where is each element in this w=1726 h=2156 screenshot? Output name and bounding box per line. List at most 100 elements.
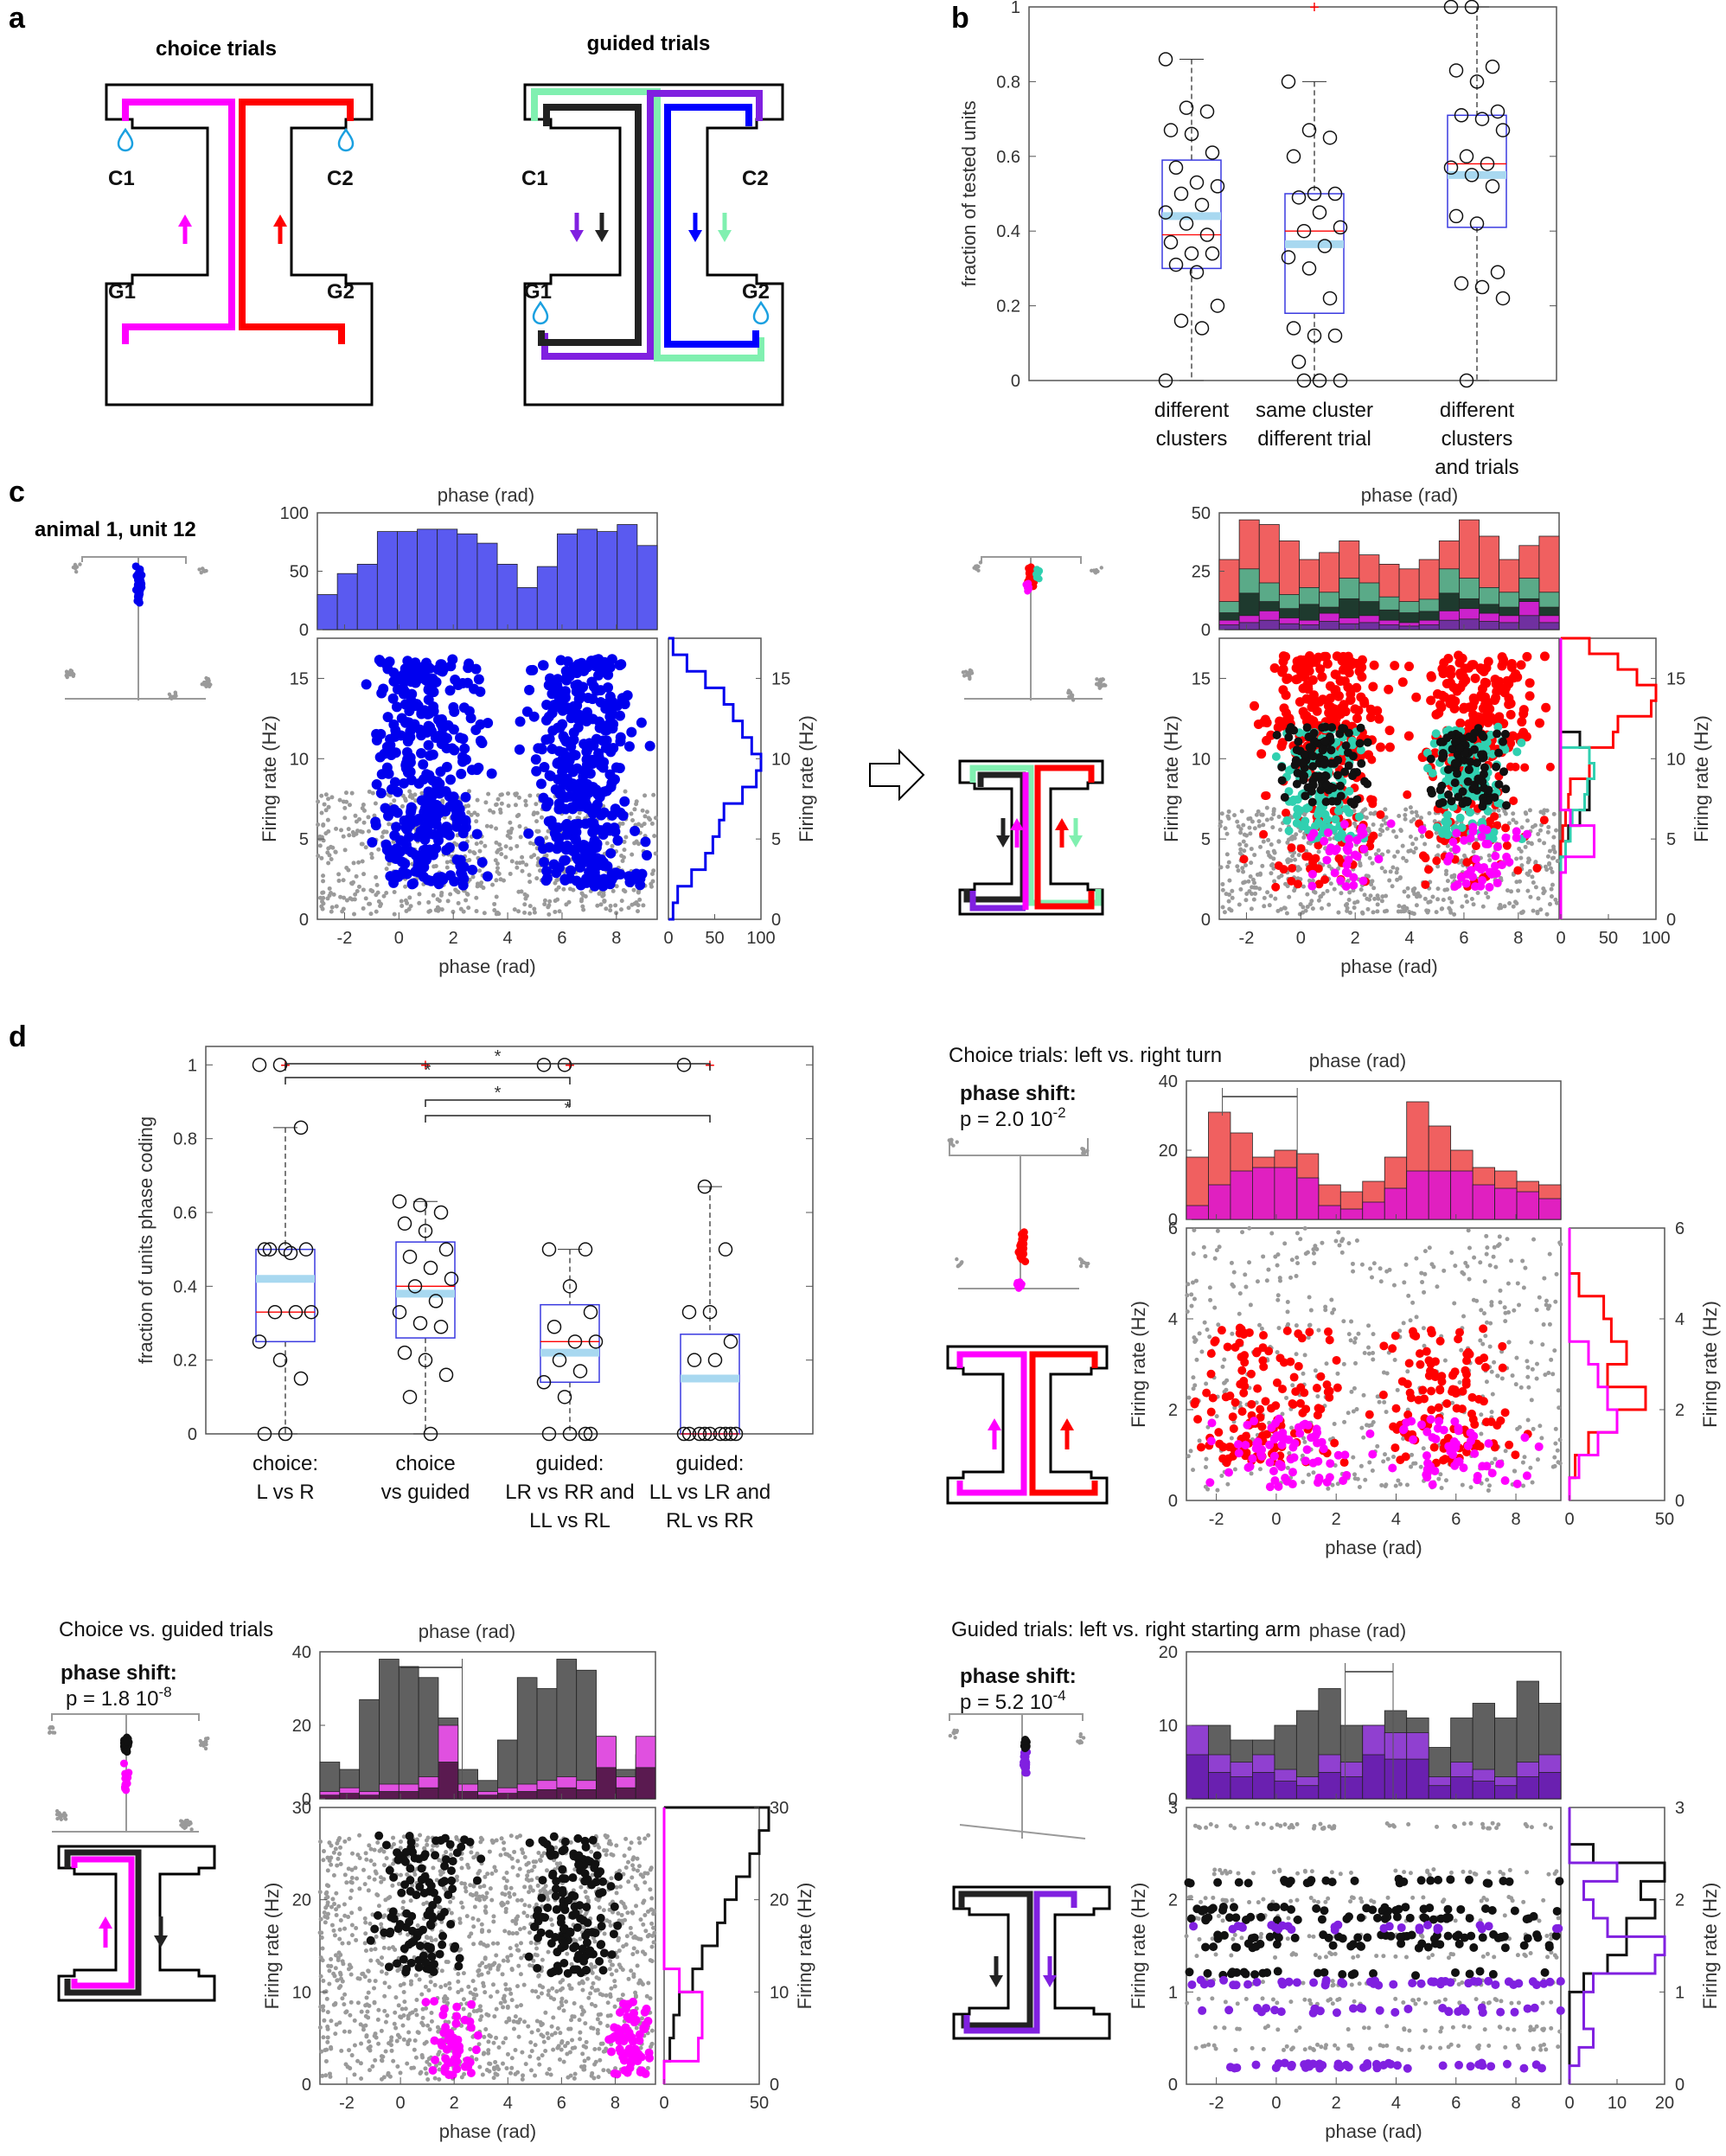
scatter-point <box>1298 902 1303 907</box>
scatter-point <box>1225 1391 1235 1401</box>
scatter-point <box>319 793 324 798</box>
category-label: same cluster <box>1256 399 1373 422</box>
scatter-point <box>1253 891 1258 896</box>
scatter-point <box>651 792 656 797</box>
scatter-point <box>1358 876 1368 886</box>
scatter-point <box>515 860 520 866</box>
scatter-point <box>1272 879 1277 884</box>
x-tick-label: 4 <box>1405 929 1415 948</box>
scatter-point <box>1435 799 1444 809</box>
scatter-point <box>506 829 511 835</box>
scatter-point <box>1468 1485 1473 1490</box>
scatter-point <box>1414 1256 1419 1261</box>
data-point <box>1443 160 1459 176</box>
hist-bar <box>577 528 598 630</box>
scatter-point <box>435 766 446 777</box>
data-point <box>681 1304 697 1320</box>
scatter-point <box>1521 1285 1526 1290</box>
scatter-point <box>477 848 483 854</box>
scatter-point <box>1478 1260 1483 1265</box>
data-point <box>1333 220 1348 235</box>
scatter-point <box>374 874 379 880</box>
scatter-point <box>1319 1444 1328 1454</box>
scatter-point <box>1397 1481 1403 1487</box>
scatter-point <box>1390 865 1396 870</box>
scatter-point <box>431 892 436 898</box>
scatter-point <box>1439 1425 1448 1435</box>
data-point <box>697 1426 713 1442</box>
scatter-point <box>598 860 610 872</box>
scatter-point <box>1219 811 1224 816</box>
scatter-point <box>375 728 387 739</box>
scatter-point <box>604 769 616 780</box>
scatter-point <box>1320 836 1329 846</box>
scatter-point <box>1339 1458 1349 1468</box>
scatter-point <box>1541 811 1546 816</box>
scatter-point <box>474 909 479 914</box>
scatter-point <box>1238 830 1243 835</box>
scatter-point <box>1505 738 1516 748</box>
scatter-point <box>1453 769 1462 778</box>
scatter-point <box>1442 1398 1452 1408</box>
scatter-point <box>424 682 435 694</box>
data-point <box>444 1271 459 1287</box>
scatter-point <box>1544 867 1550 873</box>
scatter-point <box>1396 909 1401 914</box>
scatter-point <box>1422 1249 1428 1254</box>
scatter-point <box>1244 891 1250 896</box>
scatter-point <box>570 835 581 846</box>
scatter-point <box>1337 1243 1342 1248</box>
hist-bar <box>356 564 378 630</box>
scatter-point <box>530 754 541 765</box>
scatter-point <box>1335 1481 1340 1487</box>
data-point <box>402 1249 418 1264</box>
scatter-point <box>367 837 378 848</box>
scatter-point <box>516 795 521 800</box>
scatter-point <box>347 833 352 838</box>
scatter-point <box>1224 831 1230 836</box>
scatter-point <box>535 856 540 861</box>
scatter-point <box>426 815 438 826</box>
scatter-point <box>1427 1386 1436 1396</box>
scatter-point <box>1512 827 1521 836</box>
scatter-point <box>1193 1415 1203 1424</box>
data-point <box>1448 63 1464 78</box>
scatter-point <box>604 662 616 673</box>
scatter-point <box>1493 879 1502 888</box>
spike-point <box>1019 1229 1027 1238</box>
scatter-point <box>1446 669 1456 680</box>
scatter-point <box>1447 797 1456 806</box>
scatter-point <box>1422 1465 1432 1475</box>
scatter-point <box>1449 873 1454 879</box>
scatter-point <box>1367 897 1372 902</box>
scatter-point <box>522 902 527 907</box>
scatter-point <box>1383 1452 1388 1457</box>
scatter-point <box>1371 1420 1376 1425</box>
scatter-point <box>483 800 489 805</box>
scatter-point <box>1486 1487 1491 1493</box>
scatter-point <box>522 910 527 915</box>
maze-c-right <box>958 759 1104 916</box>
scatter-point <box>1307 881 1317 891</box>
scatter-point <box>1442 1268 1447 1273</box>
scatter-point <box>1352 905 1357 911</box>
scatter-point <box>1551 844 1557 849</box>
scatter-point <box>1394 835 1399 840</box>
scatter-point <box>1550 869 1555 874</box>
scatter-point <box>642 849 653 860</box>
scatter-point <box>1285 1299 1290 1304</box>
scatter-point <box>1391 1283 1397 1288</box>
category-label: different <box>1154 399 1230 422</box>
scatter-point <box>1206 1369 1216 1379</box>
scatter-point <box>1485 1477 1490 1482</box>
scatter-point <box>1277 762 1287 771</box>
scatter-point <box>1427 1245 1432 1251</box>
scatter-point <box>1192 1227 1197 1232</box>
data-point <box>423 1260 438 1276</box>
data-point <box>536 1375 552 1390</box>
scatter-point <box>1259 1326 1264 1331</box>
trajectory-point <box>197 567 201 572</box>
scatter-point <box>1307 1322 1313 1328</box>
scatter-point <box>1278 1385 1288 1394</box>
scatter-point <box>1211 1336 1220 1346</box>
